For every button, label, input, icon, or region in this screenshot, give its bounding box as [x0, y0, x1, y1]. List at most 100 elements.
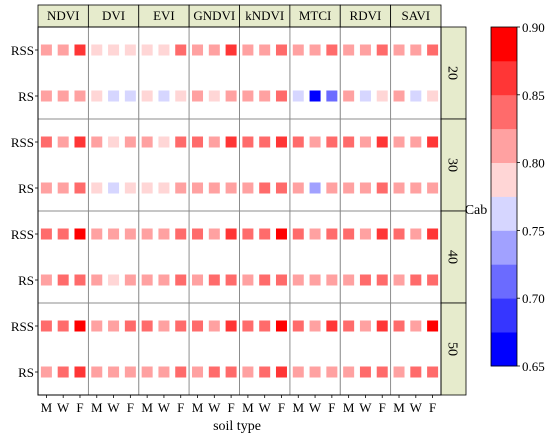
x-tick-label: W — [410, 400, 423, 415]
x-tick-label: M — [141, 400, 153, 415]
row-strip-label: 50 — [445, 342, 460, 356]
colorbar-segment — [491, 264, 517, 299]
x-tick-label: F — [379, 400, 386, 415]
heatmap-cell — [91, 274, 103, 286]
heatmap-cell — [343, 90, 355, 102]
heatmap-cell — [40, 366, 52, 378]
panel-border — [138, 302, 190, 396]
heatmap-cell — [242, 366, 254, 378]
heatmap-cell — [427, 228, 439, 240]
heatmap-cell — [376, 44, 388, 56]
heatmap-cell — [410, 182, 422, 194]
panel-border — [138, 26, 190, 120]
panel-border — [138, 118, 190, 212]
panel-border — [188, 302, 240, 396]
heatmap-cell — [40, 90, 52, 102]
panel-border — [37, 302, 89, 396]
column-strip-label: RDVI — [350, 8, 382, 23]
x-tick-label: W — [208, 400, 221, 415]
heatmap-cell — [124, 366, 136, 378]
heatmap-cell — [326, 44, 338, 56]
heatmap-cell — [91, 90, 103, 102]
heatmap-cell — [91, 44, 103, 56]
heatmap-cell — [175, 44, 187, 56]
heatmap-cell — [208, 182, 220, 194]
heatmap-cell — [292, 90, 304, 102]
heatmap-cell — [208, 228, 220, 240]
row-strip-label: 40 — [445, 250, 460, 264]
colorbar-tick-label: 0.85 — [522, 88, 545, 103]
heatmap-cell — [141, 366, 153, 378]
heatmap-cell — [124, 320, 136, 332]
panel-border — [339, 26, 392, 120]
colorbar-segment — [491, 27, 517, 62]
panel-border — [188, 26, 240, 120]
heatmap-cell — [124, 136, 136, 148]
heatmap-cell — [141, 44, 153, 56]
x-tick-label: M — [192, 400, 204, 415]
colorbar-segment — [491, 162, 517, 197]
heatmap-cell — [359, 90, 371, 102]
heatmap-cell — [208, 274, 220, 286]
row-strip — [440, 118, 467, 212]
heatmap-cell — [309, 320, 321, 332]
heatmap-cell — [275, 90, 287, 102]
heatmap-cell — [225, 136, 237, 148]
x-tick-label: M — [393, 400, 405, 415]
heatmap-cell — [175, 90, 187, 102]
heatmap-cell — [91, 182, 103, 194]
panel-border — [37, 26, 89, 120]
heatmap-cell — [192, 366, 204, 378]
panel-border — [239, 26, 291, 120]
heatmap-cell — [259, 182, 271, 194]
heatmap-cell — [309, 228, 321, 240]
colorbar-segment — [491, 298, 517, 333]
colorbar-segment — [491, 230, 517, 265]
x-tick-label: F — [76, 400, 83, 415]
heatmap-cell — [275, 182, 287, 194]
panel-border — [239, 210, 291, 304]
heatmap-cell — [124, 90, 136, 102]
heatmap-cell — [225, 228, 237, 240]
heatmap-cell — [376, 320, 388, 332]
heatmap-cell — [292, 366, 304, 378]
heatmap-cell — [141, 182, 153, 194]
heatmap-cell — [292, 182, 304, 194]
heatmap-cell — [175, 182, 187, 194]
heatmap-cell — [275, 320, 287, 332]
y-tick-label: RSS — [11, 227, 34, 242]
heatmap-cell — [343, 228, 355, 240]
x-tick-label: F — [227, 400, 234, 415]
x-tick-label: M — [242, 400, 254, 415]
x-tick-label: F — [328, 400, 335, 415]
panel-border — [339, 210, 392, 304]
heatmap-cell — [242, 182, 254, 194]
heatmap-cell — [292, 136, 304, 148]
heatmap-cell — [259, 90, 271, 102]
heatmap-cell — [225, 366, 237, 378]
heatmap-cell — [225, 320, 237, 332]
x-tick-label: W — [57, 400, 70, 415]
heatmap-cell — [326, 274, 338, 286]
heatmap-cell — [326, 182, 338, 194]
panel-border — [188, 118, 240, 212]
heatmap-cell — [124, 274, 136, 286]
heatmap-cell — [57, 44, 69, 56]
panel-border — [390, 210, 442, 304]
heatmap-cell — [309, 274, 321, 286]
heatmap-cell — [343, 182, 355, 194]
colorbar-tick-label: 0.75 — [522, 223, 545, 238]
heatmap-cell — [208, 320, 220, 332]
heatmap-cell — [74, 228, 86, 240]
heatmap-cell — [57, 320, 69, 332]
heatmap-cell — [40, 136, 52, 148]
heatmap-cell — [309, 44, 321, 56]
heatmap-cell — [275, 44, 287, 56]
row-strip-label: 20 — [445, 66, 460, 80]
heatmap-cell — [208, 366, 220, 378]
panel-border — [87, 26, 140, 120]
heatmap-cell — [40, 228, 52, 240]
heatmap-cell — [192, 90, 204, 102]
heatmap-cell — [259, 228, 271, 240]
heatmap-cell — [225, 274, 237, 286]
